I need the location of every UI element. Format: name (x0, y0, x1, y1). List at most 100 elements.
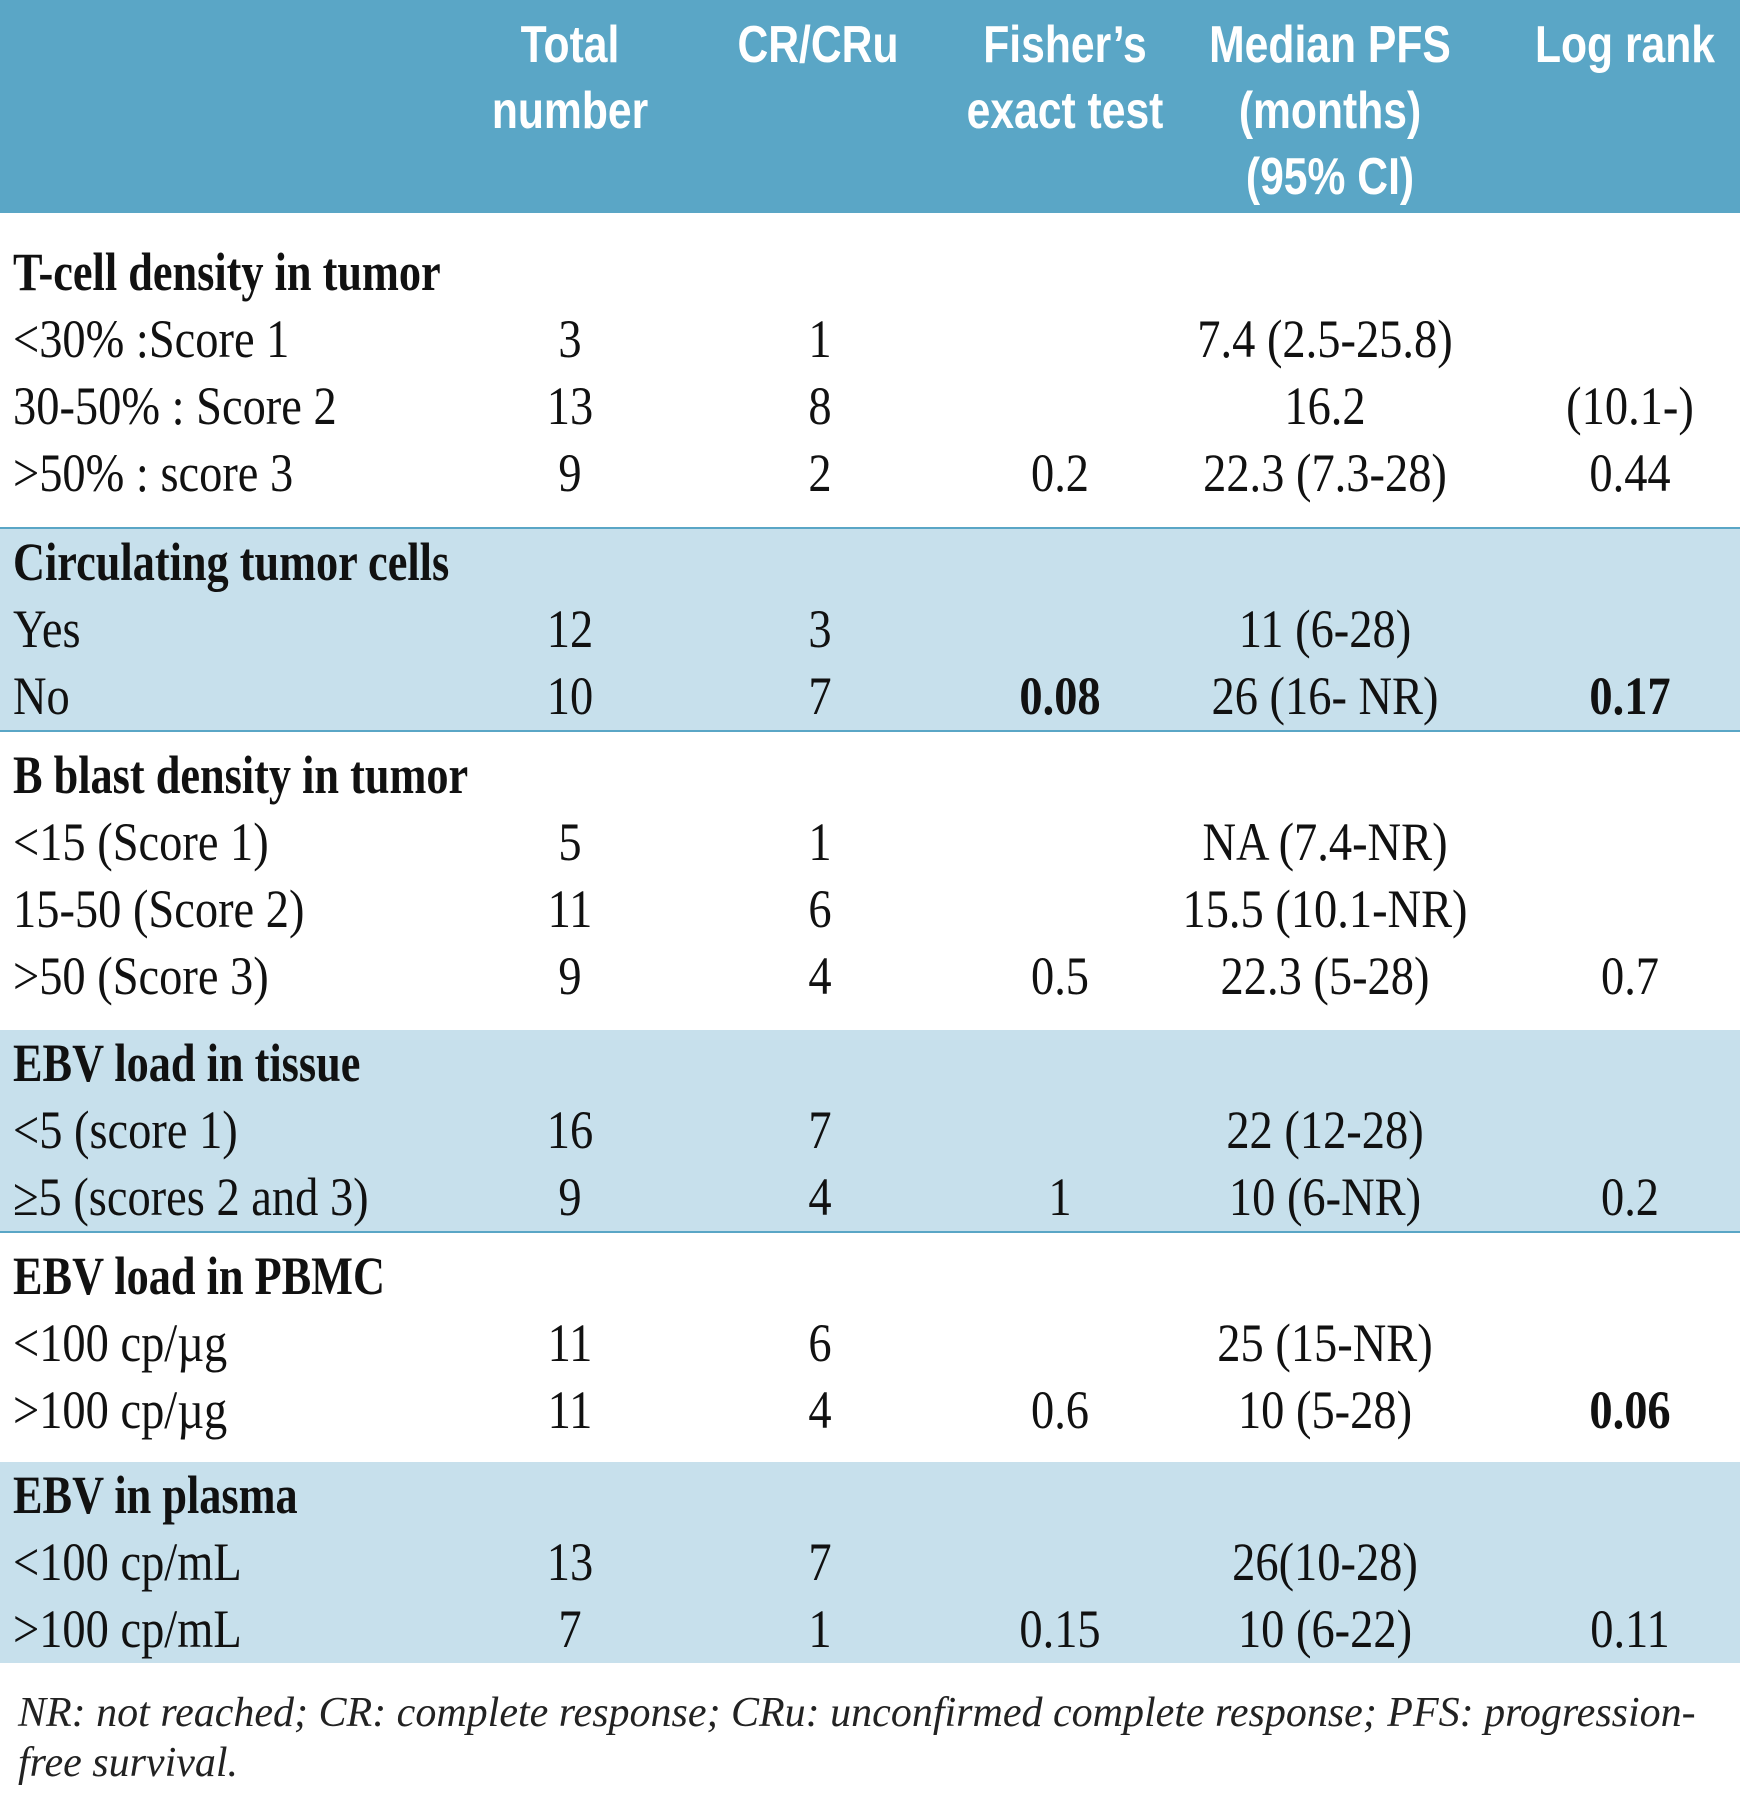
table-footnote: NR: not reached; CR: complete response; … (18, 1690, 1696, 1786)
total-number-cell: 3 (558, 309, 582, 369)
fisher-cell: 1 (1048, 1167, 1072, 1227)
row-label: >50% : score 3 (13, 443, 294, 503)
cr-cru-cell: 8 (808, 376, 832, 436)
total-number-cell: 9 (558, 946, 582, 1006)
log-rank-cell (1544, 1097, 1716, 1164)
total-number-cell: 12 (546, 599, 594, 659)
row-label: <100 cp/mL (13, 1532, 242, 1592)
table-row: <15 (Score 1) 5 1 NA (7.4-NR) (0, 809, 1740, 876)
total-number-cell: 7 (558, 1599, 582, 1659)
log-rank-cell: 0.44 (1589, 443, 1671, 503)
fisher-cell (974, 809, 1146, 876)
log-rank-cell (1544, 596, 1716, 663)
fisher-cell (974, 1097, 1146, 1164)
row-label: <15 (Score 1) (13, 812, 269, 872)
median-pfs-cell: 15.5 (10.1-NR) (1182, 879, 1468, 939)
section: EBV load in PBMC <100 cp/µg 11 6 25 (15-NR) >… (0, 1233, 1740, 1462)
row-label: >50 (Score 3) (13, 946, 269, 1006)
row-label: 15-50 (Score 2) (13, 879, 305, 939)
table-row: >100 cp/mL 7 1 0.15 10 (6-22) 0.11 (0, 1596, 1740, 1663)
log-rank-cell (1544, 306, 1716, 373)
table-row: <100 cp/µg 11 6 25 (15-NR) (0, 1310, 1740, 1377)
log-rank-cell: 0.7 (1600, 946, 1660, 1006)
log-rank-cell: 0.06 (1589, 1380, 1671, 1440)
median-pfs-cell: 7.4 (2.5-25.8) (1197, 309, 1453, 369)
fisher-cell (974, 306, 1146, 373)
total-number-cell: 11 (547, 1380, 593, 1440)
median-pfs-cell: 25 (15-NR) (1217, 1313, 1433, 1373)
fisher-cell: 0.6 (1030, 1380, 1090, 1440)
fisher-cell: 0.5 (1030, 946, 1090, 1006)
header-cr-cru: CR/CRu (736, 12, 900, 78)
median-pfs-cell: 22.3 (7.3-28) (1203, 443, 1447, 503)
row-label: 30-50% : Score 2 (13, 376, 337, 436)
log-rank-cell (1544, 876, 1716, 943)
total-number-cell: 13 (546, 1532, 594, 1592)
cr-cru-cell: 6 (808, 1313, 832, 1373)
section-title-row: EBV in plasma (0, 1462, 1740, 1529)
total-number-cell: 13 (546, 376, 594, 436)
row-label: No (13, 666, 70, 726)
fisher-cell (974, 373, 1146, 440)
median-pfs-cell: 10 (6-22) (1237, 1599, 1413, 1659)
total-number-cell: 10 (546, 666, 594, 726)
cr-cru-cell: 4 (808, 946, 832, 1006)
total-number-cell: 9 (558, 443, 582, 503)
table-header: Total number CR/CRu Fisher’s exact test … (0, 0, 1740, 213)
row-label: Yes (13, 599, 81, 659)
cr-cru-cell: 2 (808, 443, 832, 503)
table-row: >100 cp/µg 11 4 0.6 10 (5-28) 0.06 (0, 1377, 1740, 1444)
cr-cru-cell: 1 (808, 309, 832, 369)
table-row: <5 (score 1) 16 7 22 (12-28) (0, 1097, 1740, 1164)
section-title-row: Circulating tumor cells (0, 529, 1740, 596)
median-pfs-cell: NA (7.4-NR) (1202, 812, 1448, 872)
fisher-cell (974, 876, 1146, 943)
log-rank-cell: 0.17 (1589, 666, 1671, 726)
median-pfs-cell: 22.3 (5-28) (1220, 946, 1430, 1006)
section: Circulating tumor cells Yes 12 3 11 (6-28) No… (0, 529, 1740, 732)
cr-cru-cell: 7 (808, 1100, 832, 1160)
header-line: (95% CI) (1245, 148, 1415, 206)
table-row: <30% :Score 1 3 1 7.4 (2.5-25.8) (0, 306, 1740, 373)
header-fisher: Fisher’s exact test (963, 12, 1168, 144)
table-row: >50% : score 3 9 2 0.2 22.3 (7.3-28) 0.44 (0, 440, 1740, 507)
header-line: number (491, 82, 649, 140)
section-title-row: EBV load in PBMC (0, 1243, 1740, 1310)
cr-cru-cell: 6 (808, 879, 832, 939)
median-pfs-cell: 22 (12-28) (1226, 1100, 1424, 1160)
section: T-cell density in tumor <30% :Score 1 3 1 7.… (0, 213, 1740, 529)
cr-cru-cell: 1 (808, 1599, 832, 1659)
fisher-cell: 0.2 (1030, 443, 1090, 503)
cr-cru-cell: 1 (808, 812, 832, 872)
header-line: Log rank (1534, 16, 1716, 74)
fisher-cell (974, 1529, 1146, 1596)
header-log-rank: Log rank (1523, 12, 1728, 78)
header-total-number: Total number (488, 12, 652, 144)
section-title-row: EBV load in tissue (0, 1030, 1740, 1097)
section: B blast density in tumor <15 (Score 1) 5 1 N… (0, 732, 1740, 1030)
section-title: Circulating tumor cells (13, 532, 450, 592)
header-line: CR/CRu (737, 16, 899, 74)
section-title: EBV load in PBMC (13, 1246, 385, 1306)
total-number-cell: 5 (558, 812, 582, 872)
total-number-cell: 11 (547, 879, 593, 939)
table-row: >50 (Score 3) 9 4 0.5 22.3 (5-28) 0.7 (0, 943, 1740, 1010)
table-row: 30-50% : Score 2 13 8 16.2 (10.1-) (0, 373, 1740, 440)
total-number-cell: 9 (558, 1167, 582, 1227)
cr-cru-cell: 7 (808, 1532, 832, 1592)
table-row: 15-50 (Score 2) 11 6 15.5 (10.1-NR) (0, 876, 1740, 943)
header-line: Median PFS (1209, 16, 1451, 74)
table-row: Yes 12 3 11 (6-28) (0, 596, 1740, 663)
row-label: >100 cp/µg (13, 1380, 228, 1440)
header-line: (months) (1238, 82, 1422, 140)
log-rank-cell: (10.1-) (1566, 376, 1694, 436)
log-rank-cell (1544, 809, 1716, 876)
fisher-cell (974, 596, 1146, 663)
fisher-cell: 0.15 (1019, 1599, 1101, 1659)
median-pfs-cell: 26 (16- NR) (1211, 666, 1439, 726)
header-line: Total (520, 16, 620, 74)
header-line: Fisher’s (983, 16, 1147, 74)
cr-cru-cell: 3 (808, 599, 832, 659)
row-label: <5 (score 1) (13, 1100, 238, 1160)
table-body: T-cell density in tumor <30% :Score 1 3 1 7.… (0, 213, 1740, 1663)
